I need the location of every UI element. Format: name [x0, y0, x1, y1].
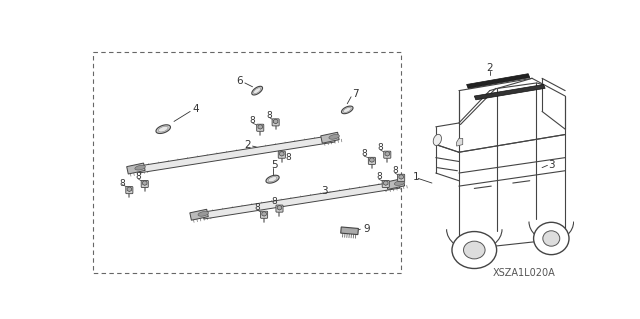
- Polygon shape: [252, 86, 262, 95]
- Polygon shape: [342, 106, 353, 114]
- Ellipse shape: [433, 134, 442, 145]
- Text: 8: 8: [250, 116, 255, 125]
- Polygon shape: [340, 227, 358, 234]
- Polygon shape: [383, 181, 388, 185]
- Ellipse shape: [534, 222, 569, 255]
- Text: 1: 1: [413, 172, 420, 182]
- Text: 8: 8: [392, 166, 398, 175]
- Polygon shape: [143, 181, 147, 185]
- Polygon shape: [198, 211, 209, 216]
- Polygon shape: [456, 138, 463, 146]
- FancyBboxPatch shape: [382, 181, 389, 188]
- Polygon shape: [258, 124, 262, 129]
- Polygon shape: [268, 177, 277, 182]
- Text: 7: 7: [351, 89, 358, 99]
- Polygon shape: [344, 108, 351, 112]
- Polygon shape: [280, 152, 284, 156]
- FancyBboxPatch shape: [276, 205, 283, 212]
- Polygon shape: [467, 74, 530, 88]
- Text: 2: 2: [486, 63, 493, 72]
- Polygon shape: [135, 165, 145, 170]
- Text: 3: 3: [548, 160, 555, 170]
- Polygon shape: [127, 187, 132, 191]
- FancyBboxPatch shape: [369, 157, 376, 164]
- Polygon shape: [190, 209, 208, 220]
- Ellipse shape: [463, 241, 485, 259]
- Polygon shape: [127, 163, 145, 174]
- Text: 8: 8: [362, 149, 367, 158]
- Polygon shape: [394, 181, 405, 185]
- Text: 8: 8: [120, 179, 125, 188]
- Text: 8: 8: [285, 153, 291, 162]
- FancyBboxPatch shape: [272, 119, 279, 126]
- Text: 8: 8: [376, 172, 381, 182]
- Text: 5: 5: [271, 160, 277, 170]
- Polygon shape: [139, 135, 335, 173]
- Polygon shape: [277, 205, 282, 210]
- FancyBboxPatch shape: [126, 187, 133, 194]
- FancyBboxPatch shape: [384, 151, 391, 158]
- FancyBboxPatch shape: [260, 211, 268, 218]
- Text: XSZA1L020A: XSZA1L020A: [493, 268, 556, 278]
- FancyBboxPatch shape: [257, 124, 264, 131]
- Ellipse shape: [543, 231, 560, 246]
- Text: 8: 8: [271, 197, 277, 206]
- FancyBboxPatch shape: [278, 151, 285, 158]
- Text: 2: 2: [244, 139, 250, 150]
- Text: 8: 8: [136, 172, 141, 182]
- FancyBboxPatch shape: [141, 181, 148, 188]
- Polygon shape: [253, 88, 260, 93]
- Polygon shape: [399, 174, 403, 179]
- Text: 6: 6: [236, 76, 243, 85]
- Text: 4: 4: [192, 104, 199, 114]
- FancyBboxPatch shape: [397, 174, 404, 181]
- Polygon shape: [156, 125, 170, 134]
- Polygon shape: [329, 135, 339, 139]
- Text: 8: 8: [267, 111, 273, 120]
- Polygon shape: [386, 178, 404, 189]
- Text: 8: 8: [254, 203, 260, 212]
- Polygon shape: [262, 211, 266, 216]
- Polygon shape: [385, 152, 390, 156]
- Text: 3: 3: [321, 186, 328, 196]
- Polygon shape: [158, 126, 168, 132]
- Polygon shape: [273, 119, 278, 124]
- Bar: [93, 52, 401, 273]
- Text: 8: 8: [378, 143, 383, 152]
- Text: 9: 9: [363, 224, 370, 234]
- Polygon shape: [474, 85, 545, 100]
- Polygon shape: [203, 181, 399, 219]
- Ellipse shape: [452, 232, 497, 269]
- Polygon shape: [370, 158, 374, 162]
- Polygon shape: [266, 175, 279, 183]
- Polygon shape: [321, 132, 339, 143]
